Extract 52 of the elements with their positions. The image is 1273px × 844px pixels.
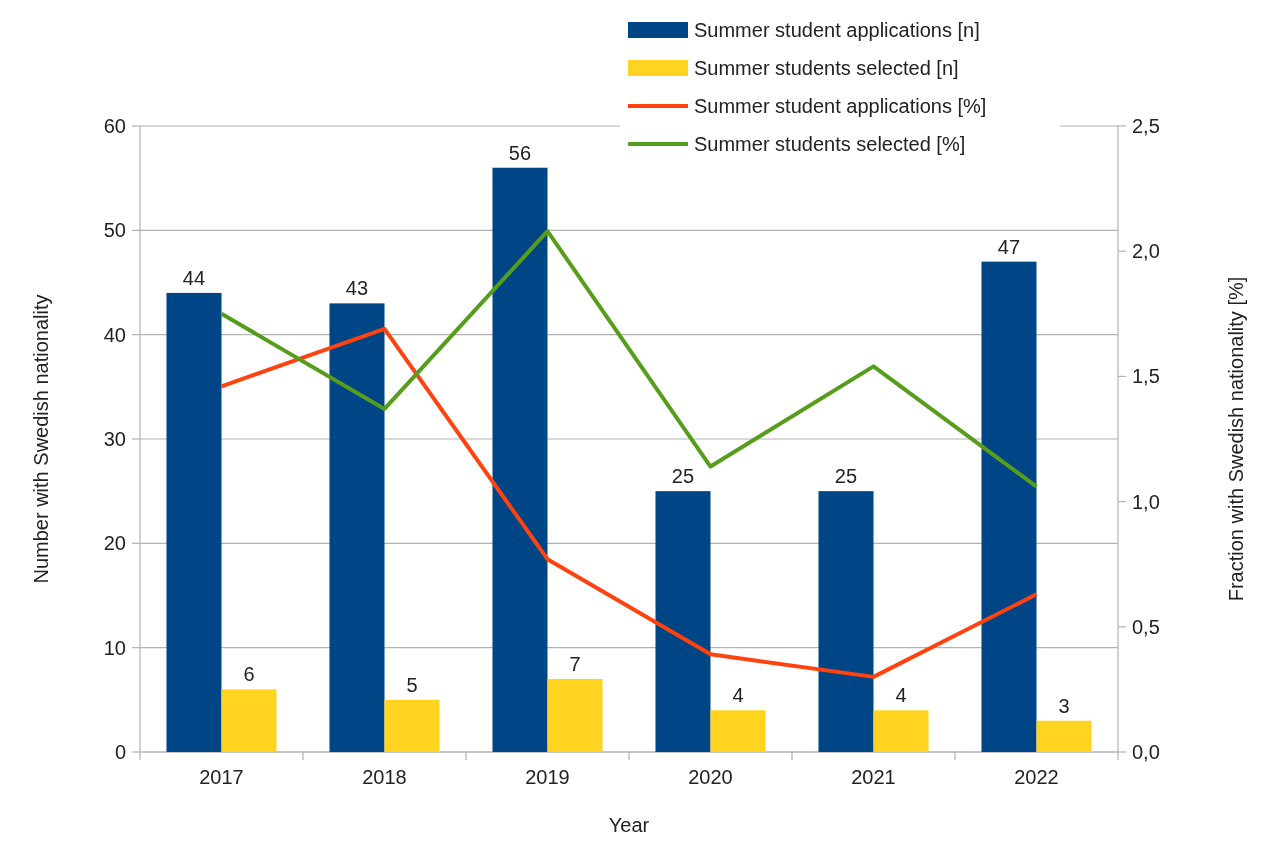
data-label: 3 bbox=[1058, 694, 1070, 717]
data-label: 4 bbox=[895, 684, 907, 707]
x-tick-label: 2018 bbox=[362, 766, 407, 788]
data-label: 4 bbox=[732, 684, 744, 707]
line-series bbox=[219, 326, 1039, 679]
y-tick-label: 50 bbox=[103, 219, 126, 242]
data-label: 25 bbox=[671, 465, 695, 488]
y-tick-label: 20 bbox=[103, 532, 126, 555]
bar bbox=[873, 710, 929, 752]
y2-tick-label: 1,0 bbox=[1132, 490, 1160, 513]
y2-tick-label: 1,5 bbox=[1132, 365, 1160, 388]
data-label: 5 bbox=[406, 673, 418, 696]
bar bbox=[166, 292, 222, 752]
x-axis-title: Year bbox=[608, 814, 650, 836]
data-label: 6 bbox=[243, 663, 255, 686]
bar bbox=[384, 699, 440, 752]
y2-tick-label: 2,5 bbox=[1132, 115, 1160, 137]
bar bbox=[492, 167, 548, 752]
y2-axis-title: Fraction with Swedish nationality [%] bbox=[1225, 276, 1247, 602]
x-tick-label: 2017 bbox=[199, 766, 244, 788]
x-tick-label: 2022 bbox=[1014, 766, 1059, 788]
legend-label: Summer student applications [n] bbox=[694, 19, 980, 41]
x-tick-label: 2021 bbox=[851, 766, 896, 788]
y2-tick-label: 2,0 bbox=[1132, 240, 1160, 263]
data-label: 44 bbox=[182, 266, 206, 289]
legend-label: Summer student applications [%] bbox=[694, 95, 987, 117]
y-tick-label: 30 bbox=[103, 428, 126, 450]
x-tick-label: 2020 bbox=[688, 766, 733, 788]
y-axis-title: Number with Swedish nationality bbox=[30, 294, 52, 584]
data-label: 56 bbox=[508, 141, 532, 164]
bar bbox=[710, 710, 766, 752]
bar bbox=[655, 491, 711, 752]
bar bbox=[547, 678, 603, 752]
x-tick-label: 2019 bbox=[525, 766, 570, 788]
y-tick-label: 60 bbox=[103, 115, 126, 137]
y-tick-label: 0 bbox=[114, 741, 126, 763]
y2-tick-label: 0,0 bbox=[1132, 741, 1160, 763]
y2-tick-label: 0,5 bbox=[1132, 615, 1160, 638]
bar bbox=[329, 303, 385, 752]
legend-label: Summer students selected [%] bbox=[694, 133, 966, 155]
line-series bbox=[219, 229, 1039, 489]
data-label: 7 bbox=[569, 652, 581, 675]
data-label: 25 bbox=[834, 465, 858, 488]
bar bbox=[818, 491, 874, 752]
legend-label: Summer students selected [n] bbox=[694, 57, 959, 79]
y-tick-label: 40 bbox=[103, 323, 126, 346]
bar bbox=[981, 261, 1037, 752]
data-label: 47 bbox=[997, 235, 1021, 258]
data-label: 43 bbox=[345, 277, 369, 300]
bar bbox=[1036, 720, 1092, 752]
y-tick-label: 10 bbox=[103, 636, 126, 659]
bar bbox=[221, 689, 277, 752]
